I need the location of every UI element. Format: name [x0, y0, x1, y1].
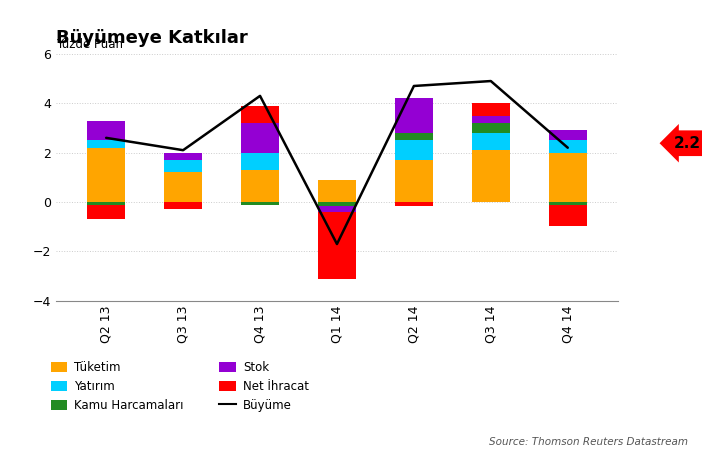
- Bar: [241, 153, 279, 170]
- Bar: [87, 202, 126, 205]
- Bar: [548, 153, 587, 202]
- Bar: [548, 131, 587, 140]
- Bar: [395, 133, 433, 140]
- Bar: [318, 180, 356, 202]
- Bar: [472, 133, 510, 150]
- Bar: [395, 160, 433, 202]
- Text: Büyümeye Katkılar: Büyümeye Katkılar: [56, 29, 248, 47]
- Bar: [87, 140, 126, 148]
- Bar: [472, 123, 510, 133]
- Bar: [548, 140, 587, 153]
- Bar: [395, 98, 433, 133]
- Bar: [87, 121, 126, 140]
- Legend: Tüketim, Yatırım, Kamu Harcamaları, Stok, Net İhracat, Büyüme: Tüketim, Yatırım, Kamu Harcamaları, Stok…: [51, 361, 309, 412]
- Bar: [472, 103, 510, 116]
- Bar: [318, 206, 356, 212]
- Bar: [548, 205, 587, 225]
- Text: Source: Thomson Reuters Datastream: Source: Thomson Reuters Datastream: [489, 437, 688, 447]
- Bar: [318, 212, 356, 278]
- Bar: [164, 172, 202, 202]
- Bar: [241, 202, 279, 205]
- Text: Yüzde Puan: Yüzde Puan: [56, 39, 123, 51]
- Bar: [395, 140, 433, 160]
- Bar: [241, 106, 279, 123]
- Bar: [164, 153, 202, 160]
- Bar: [241, 170, 279, 202]
- Bar: [318, 202, 356, 206]
- Bar: [87, 148, 126, 202]
- Bar: [164, 202, 202, 209]
- Text: 2.2: 2.2: [674, 136, 701, 151]
- Bar: [241, 123, 279, 153]
- Bar: [87, 205, 126, 220]
- Bar: [472, 150, 510, 202]
- Bar: [164, 160, 202, 172]
- Bar: [395, 202, 433, 206]
- Bar: [548, 202, 587, 205]
- Bar: [472, 116, 510, 123]
